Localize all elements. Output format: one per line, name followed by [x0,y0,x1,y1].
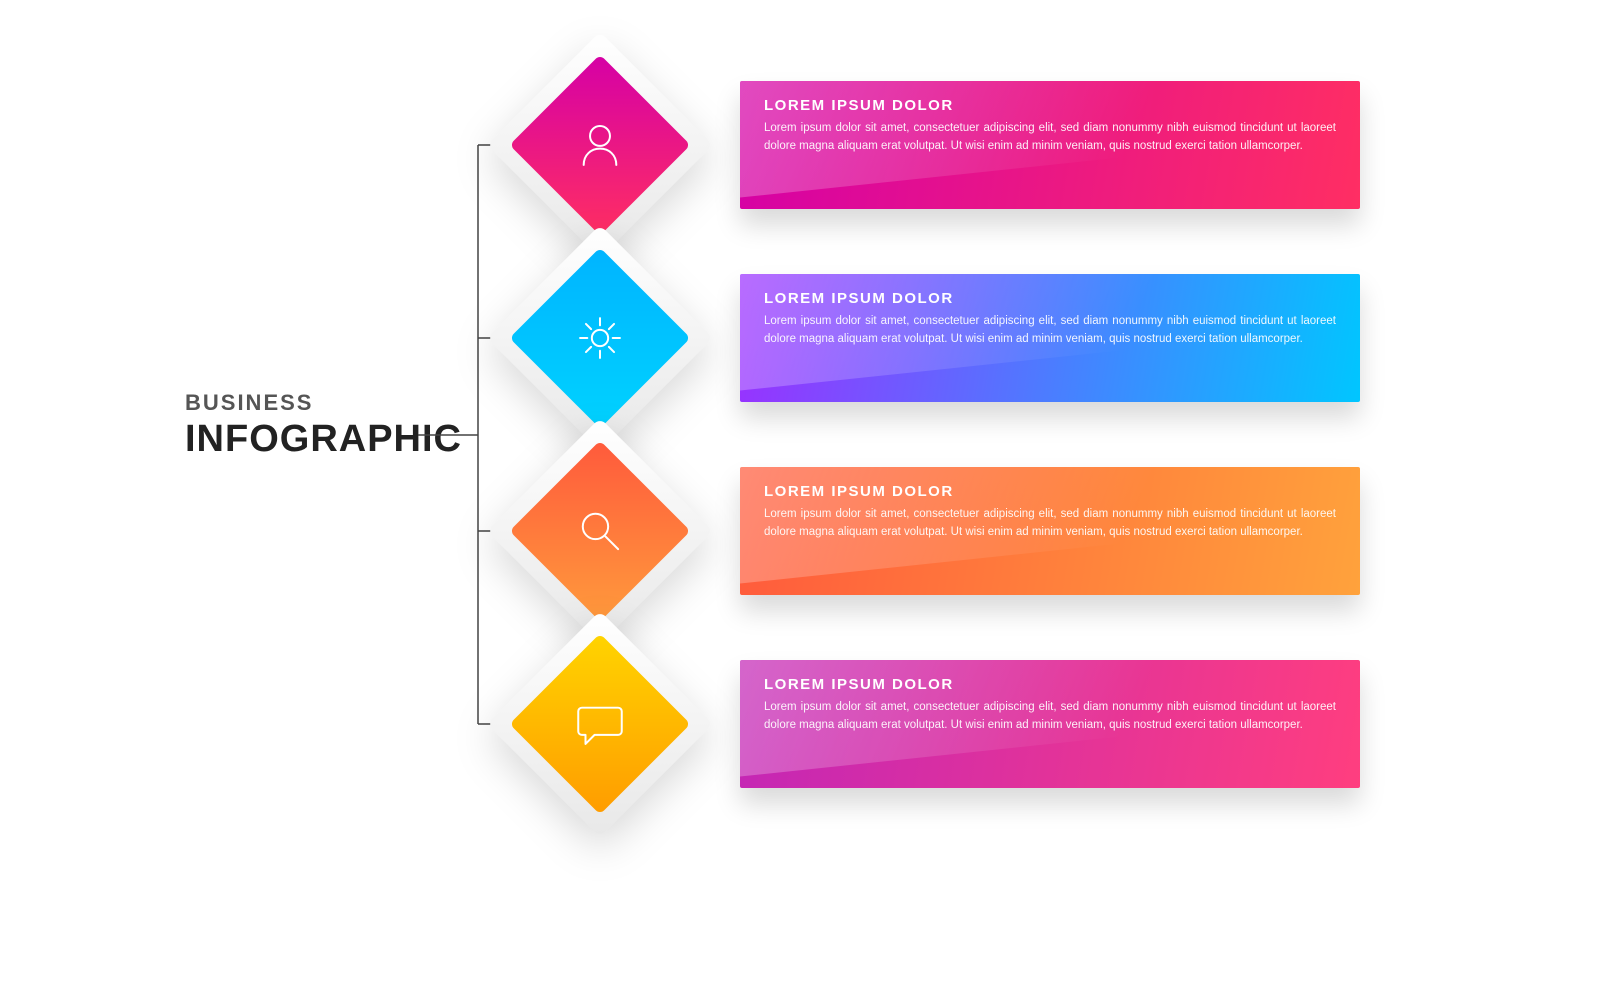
card-body: Lorem ipsum dolor sit amet, consectetuer… [764,506,1336,542]
diamond-1 [520,258,680,418]
card-body: Lorem ipsum dolor sit amet, consectetuer… [764,313,1336,349]
infographic-stage: BUSINESS INFOGRAPHIC LOREM IPSUM DOLOR L… [0,0,1600,1000]
title-main: INFOGRAPHIC [185,418,462,461]
info-row-2: LOREM IPSUM DOLOR Lorem ipsum dolor sit … [520,451,1360,611]
title-top: BUSINESS [185,390,462,416]
diamond-3 [520,644,680,804]
search-icon [520,451,680,611]
info-card-1: LOREM IPSUM DOLOR Lorem ipsum dolor sit … [740,274,1360,402]
info-row-0: LOREM IPSUM DOLOR Lorem ipsum dolor sit … [520,65,1360,225]
diamond-2 [520,451,680,611]
card-title: LOREM IPSUM DOLOR [764,483,1336,500]
card-title: LOREM IPSUM DOLOR [764,97,1336,114]
chat-icon [520,644,680,804]
card-title: LOREM IPSUM DOLOR [764,676,1336,693]
card-title: LOREM IPSUM DOLOR [764,290,1336,307]
title-block: BUSINESS INFOGRAPHIC [185,390,462,461]
info-row-3: LOREM IPSUM DOLOR Lorem ipsum dolor sit … [520,644,1360,804]
info-card-3: LOREM IPSUM DOLOR Lorem ipsum dolor sit … [740,660,1360,788]
info-card-2: LOREM IPSUM DOLOR Lorem ipsum dolor sit … [740,467,1360,595]
card-body: Lorem ipsum dolor sit amet, consectetuer… [764,699,1336,735]
info-row-1: LOREM IPSUM DOLOR Lorem ipsum dolor sit … [520,258,1360,418]
gear-icon [520,258,680,418]
info-card-0: LOREM IPSUM DOLOR Lorem ipsum dolor sit … [740,81,1360,209]
user-icon [520,65,680,225]
diamond-0 [520,65,680,225]
card-body: Lorem ipsum dolor sit amet, consectetuer… [764,120,1336,156]
